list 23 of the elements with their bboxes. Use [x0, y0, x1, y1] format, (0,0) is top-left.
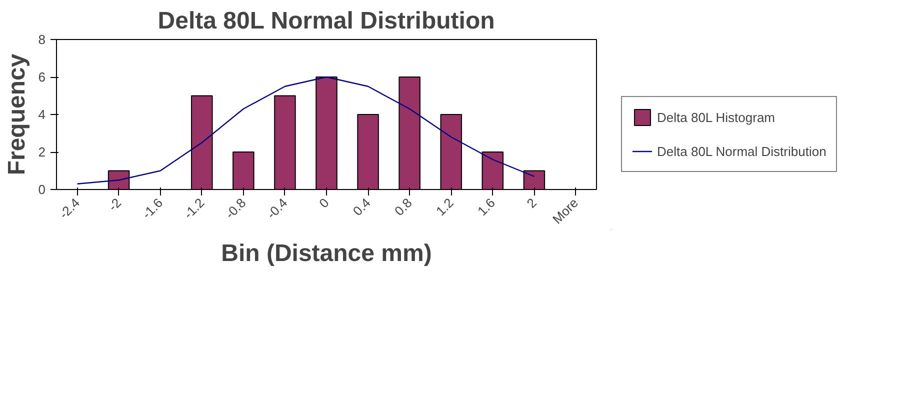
- y-tick-label: 0: [38, 182, 46, 197]
- x-tick-label: -2: [105, 195, 124, 214]
- x-tick-label: 1.2: [433, 195, 456, 219]
- y-axis-title: Frequency: [3, 53, 30, 176]
- x-tick-label: 0.4: [350, 195, 374, 219]
- legend-label: Delta 80L Histogram: [657, 110, 776, 124]
- x-axis-title: Bin (Distance mm): [221, 240, 432, 268]
- x-tick-label: -0.8: [222, 195, 249, 222]
- x-tick-label: -2.4: [56, 195, 83, 222]
- y-tick-label: 6: [38, 70, 46, 84]
- y-tick-label: 2: [38, 144, 46, 160]
- x-tick-label: 1.6: [474, 195, 498, 219]
- x-tick-label: -1.2: [180, 195, 208, 222]
- x-tick-label: 2: [524, 195, 540, 211]
- y-tick-label: 8: [38, 32, 46, 47]
- x-tick-label: 0.8: [391, 195, 415, 219]
- legend-label: Delta 80L Normal Distribution: [657, 144, 826, 158]
- y-tick-label: 4: [38, 107, 46, 122]
- x-tick-label: 0: [316, 195, 332, 211]
- chart-title: Delta 80L Normal Distribution: [158, 8, 495, 34]
- x-tick-label: -1.6: [139, 195, 166, 222]
- line-series: [76, 76, 535, 184]
- x-tick-label: -0.4: [264, 195, 290, 222]
